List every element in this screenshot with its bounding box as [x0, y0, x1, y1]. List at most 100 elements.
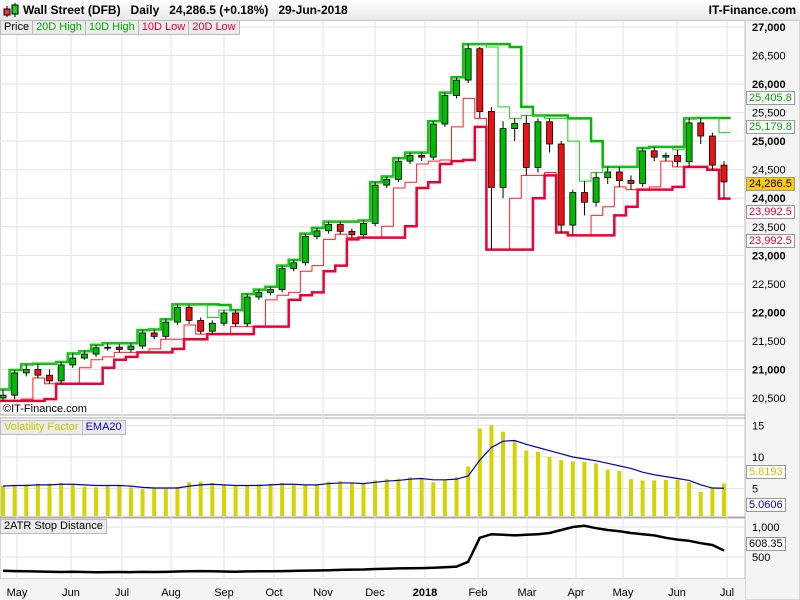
volatility-bar	[419, 477, 424, 516]
legend-20d-high[interactable]: 20D High	[33, 21, 86, 34]
y-tick-label: 22,000	[752, 307, 786, 319]
volatility-bar	[338, 481, 343, 516]
volatility-bar	[291, 484, 296, 516]
x-axis-area	[0, 579, 745, 600]
volatility-bar	[570, 461, 575, 516]
candle-body	[511, 123, 519, 130]
volatility-bar	[594, 463, 599, 516]
candle-body	[348, 230, 356, 236]
candle-body	[581, 192, 588, 203]
x-tick-label: May	[7, 587, 28, 599]
candle-body	[557, 143, 565, 226]
volatility-bar	[314, 484, 319, 516]
candle-body	[336, 224, 344, 232]
vol-tick-label: 10	[752, 452, 764, 464]
volatility-bar	[233, 486, 238, 516]
watermark: ©IT-Finance.com	[3, 403, 87, 415]
candle-body	[441, 95, 449, 125]
volatility-bar	[128, 487, 133, 516]
tag-last-price: 24,286.5	[746, 177, 795, 191]
candle-body	[360, 222, 367, 236]
volatility-bar	[524, 450, 529, 516]
candle-body	[604, 171, 612, 179]
candle-body	[301, 236, 309, 264]
x-tick-label: Jul	[115, 587, 129, 599]
candle-body	[639, 150, 646, 184]
volatility-bar	[70, 484, 75, 516]
volatility-bar	[105, 486, 110, 516]
volatility-bar	[535, 451, 540, 516]
volatility-bar	[47, 483, 52, 516]
tag-ema20: 5.0606	[746, 498, 786, 512]
volatility-bar	[605, 469, 610, 516]
volatility-bar	[698, 491, 703, 516]
candle-body	[243, 296, 251, 325]
volatility-bar	[501, 431, 506, 516]
candle-body	[662, 155, 670, 158]
y-tick-label: 23,000	[752, 250, 786, 262]
volatility-bar	[94, 487, 99, 516]
volatility-bar	[245, 484, 250, 516]
y-tick-label: 26,000	[752, 79, 786, 91]
volatility-bar	[175, 486, 180, 516]
volatility-bar	[582, 462, 587, 516]
candle-body	[406, 155, 414, 162]
volatility-bar	[12, 484, 17, 516]
volatility-bar	[24, 484, 29, 516]
volatility-bar	[675, 479, 680, 516]
volatility-bar	[152, 488, 157, 516]
candle-body	[278, 268, 286, 290]
x-tick-label: Sep	[214, 587, 234, 599]
volatility-bar	[256, 484, 261, 516]
volatility-bar	[431, 482, 436, 516]
legend-ema20[interactable]: EMA20	[85, 421, 122, 433]
candle-body	[708, 135, 716, 166]
y-tick-label: 24,000	[752, 193, 786, 205]
candle-body	[139, 332, 146, 347]
volatility-bar	[198, 481, 203, 516]
legend-10d-high[interactable]: 10D High	[86, 21, 139, 34]
candle-body	[150, 332, 158, 337]
volatility-bar	[663, 479, 668, 516]
volatility-bar	[640, 480, 645, 516]
candle-body	[685, 122, 693, 163]
legend-volatility-factor[interactable]: Volatility Factor	[1, 421, 83, 434]
candle-body	[232, 312, 239, 325]
volatility-bar	[477, 428, 482, 516]
candle-body	[57, 364, 65, 382]
volatility-bar	[268, 483, 273, 516]
candle-body	[697, 122, 705, 137]
y-tick-label: 22,500	[752, 279, 786, 291]
legend-price[interactable]: Price	[1, 21, 34, 34]
volatility-bar	[140, 489, 145, 516]
candle-body	[174, 306, 181, 323]
volatility-bar	[408, 477, 413, 516]
ema20-line	[2, 439, 725, 489]
volatility-legend: Volatility Factor EMA20	[0, 420, 126, 435]
candle-body	[46, 374, 53, 382]
candle-body	[429, 123, 437, 158]
volatility-bar	[35, 483, 40, 516]
20d-low-line	[0, 125, 731, 403]
legend-10d-low[interactable]: 10D Low	[139, 21, 190, 34]
y-tick-label: 24,500	[752, 165, 786, 177]
candle-body	[34, 369, 42, 376]
x-tick-label: Mar	[518, 587, 537, 599]
volatility-bar	[384, 479, 389, 516]
x-tick-label: 2018	[413, 587, 437, 599]
volatility-bar	[628, 479, 633, 516]
candle-body	[418, 155, 426, 158]
volatility-bar	[187, 482, 192, 516]
candle-body	[464, 48, 472, 81]
candle-body	[197, 319, 205, 332]
vol-tick-label: 15	[752, 420, 764, 432]
volatility-bar	[489, 425, 494, 516]
candle-body	[383, 179, 391, 186]
volatility-bar	[280, 482, 285, 516]
legend-20d-low[interactable]: 20D Low	[192, 21, 236, 33]
candle-body	[499, 128, 507, 188]
legend-2atr[interactable]: 2ATR Stop Distance	[4, 520, 103, 532]
y-tick-label: 21,000	[752, 364, 786, 376]
volatility-bar	[210, 482, 215, 516]
volatility-bar	[710, 487, 715, 516]
